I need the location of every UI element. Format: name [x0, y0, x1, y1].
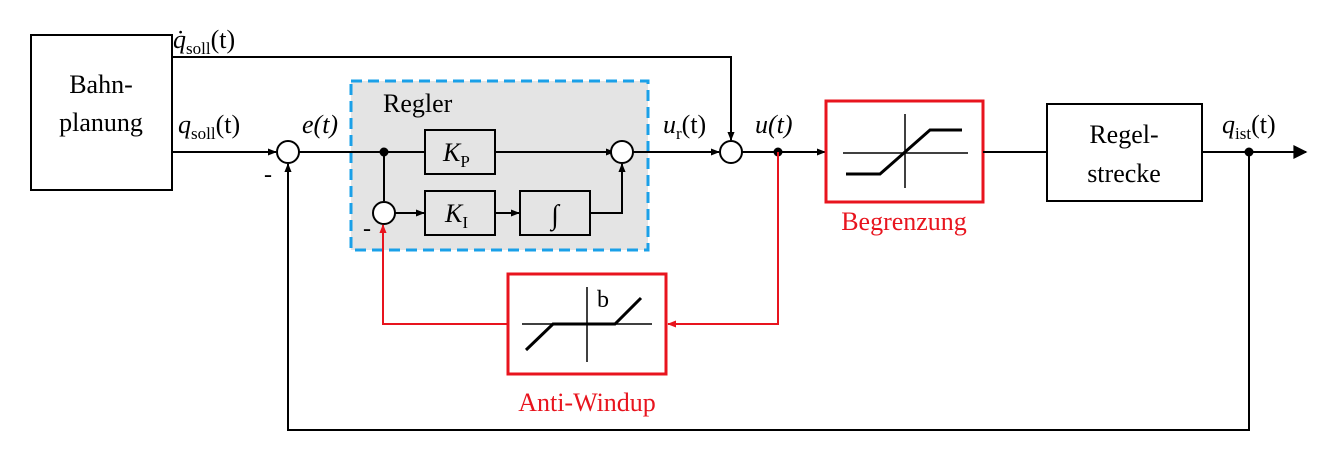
- ki-label: KI: [444, 199, 468, 232]
- error-summing-junction: [276, 140, 300, 164]
- kp-label: KP: [442, 138, 470, 171]
- qsoll-label: qsoll(t): [178, 110, 240, 143]
- kp-block: [424, 129, 496, 175]
- regelstrecke-label-line1: Regel-: [1089, 120, 1158, 149]
- deadzone-icon: [522, 287, 652, 362]
- regelstrecke-label-line2: strecke: [1087, 159, 1161, 188]
- regler-region: [349, 79, 650, 252]
- u-label: u(t): [755, 110, 793, 139]
- begrenzung-label: Begrenzung: [841, 207, 967, 236]
- pi-summing-junction: [610, 140, 634, 164]
- antiwindup-input-wire: [667, 152, 779, 328]
- main-minus-sign: -: [264, 162, 272, 188]
- qist-label: qist(t): [1222, 110, 1276, 143]
- regelstrecke-block: [1046, 103, 1203, 202]
- antiwindup-b-label: b: [597, 287, 609, 313]
- ur-label: ur(t): [663, 110, 706, 143]
- feedforward-wire: [172, 56, 735, 141]
- windup-summing-junction: [372, 201, 396, 225]
- integrator-block: [519, 190, 591, 236]
- bahnplanung-label-line2: planung: [59, 108, 143, 137]
- regler-label: Regler: [383, 89, 453, 118]
- bahnplanung-label-line1: Bahn-: [69, 70, 133, 99]
- antiwindup-output-wire: [379, 224, 508, 325]
- saturation-icon: [843, 114, 968, 188]
- qdot-soll-label: q̇soll(t): [173, 25, 235, 58]
- bahnplanung-block: [30, 34, 173, 191]
- inner-minus-sign: -: [363, 216, 371, 242]
- feedforward-summing-junction: [719, 140, 743, 164]
- feedback-wire: [284, 152, 1250, 431]
- antiwindup-label: Anti-Windup: [518, 388, 656, 417]
- integrator-out-wire: [590, 163, 626, 214]
- integrator-label: ∫: [549, 200, 561, 232]
- error-label: e(t): [302, 110, 338, 139]
